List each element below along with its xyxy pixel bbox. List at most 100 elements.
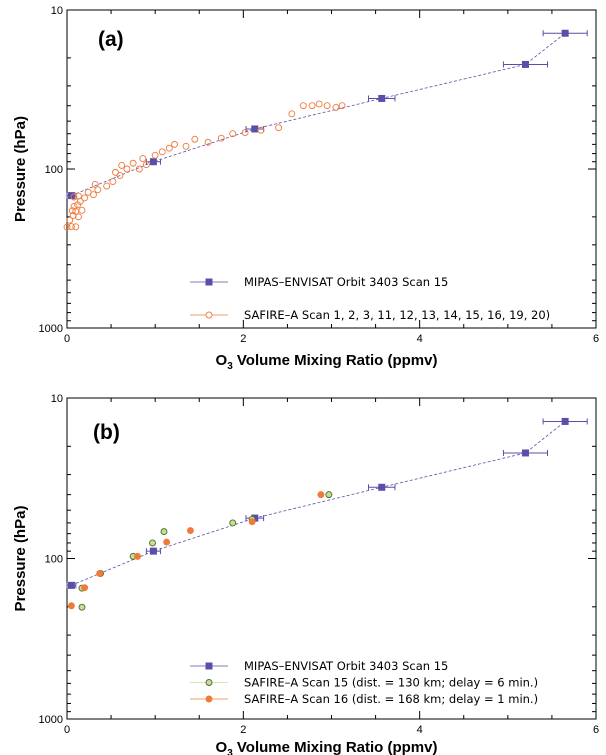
legend-label: MIPAS–ENVISAT Orbit 3403 Scan 15 <box>244 275 448 289</box>
x-tick-label: 4 <box>417 333 423 345</box>
legend-marker <box>205 662 213 670</box>
data-point <box>149 158 157 166</box>
data-point <box>72 223 80 231</box>
series-line <box>71 32 566 196</box>
legend-label: MIPAS–ENVISAT Orbit 3403 Scan 15 <box>244 659 448 673</box>
data-point <box>81 584 89 592</box>
legend-entry: SAFIRE–A Scan 1, 2, 3, 11, 12, 13, 14, 1… <box>190 308 550 322</box>
x-tick-label: 2 <box>240 333 246 345</box>
legend-marker <box>205 311 213 319</box>
legend-label: SAFIRE–A Scan 16 (dist. = 168 km; delay … <box>244 692 538 706</box>
data-point <box>315 100 323 108</box>
data-point <box>317 491 325 499</box>
data-point <box>142 161 150 169</box>
data-point <box>241 129 249 137</box>
data-point <box>229 130 237 138</box>
data-point <box>103 182 111 190</box>
data-point <box>191 135 199 143</box>
data-point <box>70 202 78 210</box>
data-point <box>338 102 346 110</box>
chart-panel-a: 0 2 4 6 10 100 1000 Pressure (hPa) O3 Volume Mix… <box>12 5 599 372</box>
data-point <box>204 138 212 146</box>
data-point <box>66 216 74 224</box>
data-point <box>149 539 156 547</box>
y-tick-label: 100 <box>45 554 63 566</box>
data-point <box>308 102 316 110</box>
series-mipas <box>66 417 588 589</box>
series-mipas <box>66 29 588 200</box>
legend-marker <box>205 695 213 703</box>
data-point <box>94 186 102 194</box>
data-point <box>561 29 569 37</box>
data-point <box>112 168 119 176</box>
data-point <box>89 191 97 199</box>
data-point <box>248 518 256 526</box>
data-point <box>67 223 75 230</box>
data-point <box>91 180 99 188</box>
data-point <box>275 124 283 132</box>
y-axis-title: Pressure (hPa) <box>12 116 29 222</box>
data-point <box>78 206 86 214</box>
legend-entry: MIPAS–ENVISAT Orbit 3403 Scan 15 <box>190 275 448 289</box>
legend-entry: MIPAS–ENVISAT Orbit 3403 Scan 15 <box>190 659 448 673</box>
data-point <box>70 193 78 201</box>
legend-marker <box>205 278 213 286</box>
x-tick-label: 4 <box>417 724 423 736</box>
panel-label: (a) <box>98 28 124 51</box>
data-point <box>68 207 76 215</box>
data-point <box>151 151 159 159</box>
data-point <box>186 527 194 535</box>
data-point <box>521 60 529 68</box>
data-point <box>149 547 157 555</box>
data-point <box>299 102 307 110</box>
data-point <box>217 134 225 142</box>
data-point <box>67 581 75 589</box>
y-tick-label: 100 <box>45 164 63 176</box>
data-point <box>229 519 237 527</box>
y-tick-label: 1000 <box>39 714 63 726</box>
data-point <box>75 213 82 221</box>
x-tick-label: 0 <box>64 724 70 736</box>
y-tick-label: 10 <box>51 393 63 405</box>
legend-label: SAFIRE–A Scan 15 (dist. = 130 km; delay … <box>244 676 538 690</box>
data-point <box>134 552 141 560</box>
data-point <box>75 192 82 200</box>
data-point <box>325 491 333 499</box>
y-tick-label: 1000 <box>39 323 63 335</box>
data-point <box>251 125 259 133</box>
x-tick-label: 6 <box>593 724 599 736</box>
data-point <box>378 94 386 102</box>
data-point <box>118 162 126 169</box>
data-point <box>78 603 86 611</box>
data-point <box>158 148 166 156</box>
data-point <box>116 172 124 180</box>
data-point <box>63 223 71 231</box>
data-point <box>257 126 265 134</box>
data-point <box>135 165 143 173</box>
data-point <box>129 159 137 167</box>
data-point <box>561 417 569 425</box>
data-point <box>332 103 340 111</box>
data-point <box>81 194 89 202</box>
data-point <box>165 144 173 152</box>
data-point <box>96 570 104 577</box>
series-safire-2 <box>67 491 325 610</box>
legend-entry: SAFIRE–A Scan 15 (dist. = 130 km; delay … <box>190 676 538 690</box>
series-line <box>71 421 566 586</box>
x-axis-title: O3 Volume Mixing Ratio (ppmv) <box>216 739 438 755</box>
chart-panel-b: 0 2 4 6 10 100 1000 Pressure (hPa) O3 Volume Mix… <box>12 393 599 755</box>
x-axis-title: O3 Volume Mixing Ratio (ppmv) <box>216 352 438 372</box>
series-safire-1 <box>78 491 333 611</box>
y-axis-title: Pressure (hPa) <box>12 506 29 612</box>
legend-label: SAFIRE–A Scan 1, 2, 3, 11, 12, 13, 14, 1… <box>244 308 550 322</box>
data-point <box>163 538 171 546</box>
data-point <box>171 140 179 148</box>
data-point <box>288 110 296 118</box>
legend-marker <box>205 679 213 686</box>
data-point <box>521 449 529 457</box>
x-tick-label: 0 <box>64 333 70 345</box>
data-point <box>323 102 331 110</box>
y-tick-label: 10 <box>51 5 63 17</box>
data-point <box>182 142 190 150</box>
